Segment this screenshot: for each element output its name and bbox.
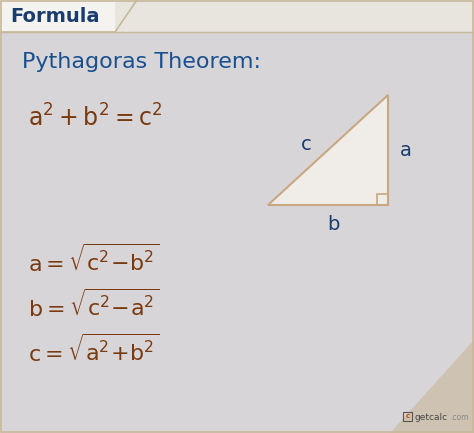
Text: Formula: Formula	[10, 7, 100, 26]
Text: $\mathregular{a}^2 + \mathregular{b}^2 = \mathregular{c}^2$: $\mathregular{a}^2 + \mathregular{b}^2 =…	[28, 104, 163, 132]
Text: a: a	[400, 140, 412, 159]
Polygon shape	[390, 340, 474, 433]
Bar	[0, 0, 474, 32]
Text: c: c	[405, 414, 410, 420]
Bar	[403, 412, 412, 421]
Bar	[0, 0, 115, 32]
Text: getcalc: getcalc	[415, 413, 448, 421]
Polygon shape	[115, 0, 137, 32]
Text: Pythagoras Theorem:: Pythagoras Theorem:	[22, 52, 261, 72]
Text: $\mathregular{a} = \sqrt{\mathregular{c}^2\!-\!\mathregular{b}^2}$: $\mathregular{a} = \sqrt{\mathregular{c}…	[28, 244, 159, 276]
Polygon shape	[268, 95, 388, 205]
Text: b: b	[327, 216, 339, 235]
Text: $\mathregular{c} = \sqrt{\mathregular{a}^2\!+\!\mathregular{b}^2}$: $\mathregular{c} = \sqrt{\mathregular{a}…	[28, 334, 159, 366]
Text: .com: .com	[450, 413, 468, 421]
Text: c: c	[301, 136, 311, 155]
Text: $\mathregular{b} = \sqrt{\mathregular{c}^2\!-\!\mathregular{a}^2}$: $\mathregular{b} = \sqrt{\mathregular{c}…	[28, 289, 159, 321]
